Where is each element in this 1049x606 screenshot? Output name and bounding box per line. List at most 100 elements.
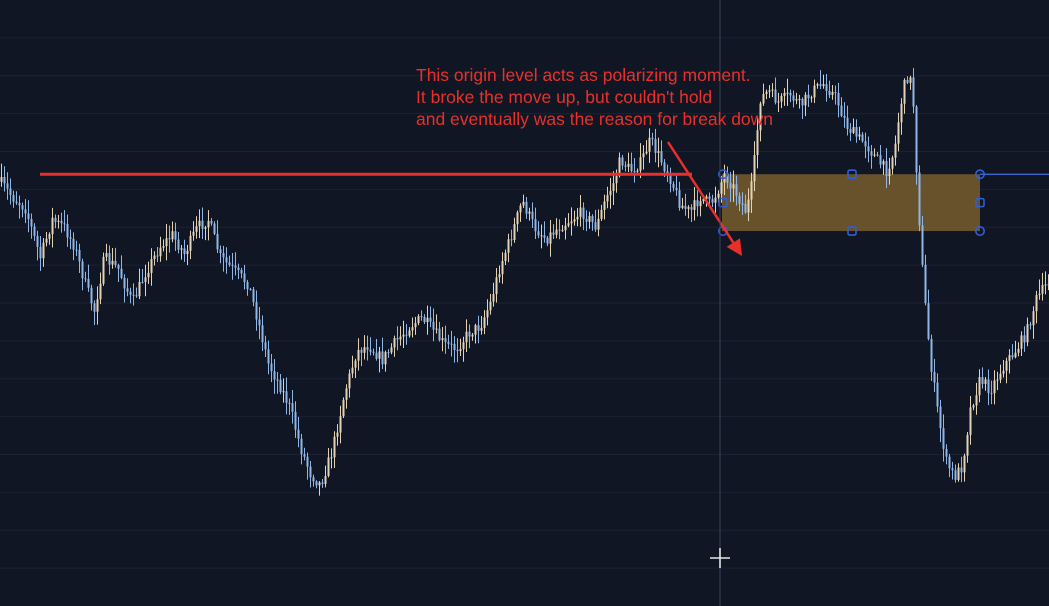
candle-body	[783, 92, 786, 96]
candle-body	[777, 101, 780, 103]
candle-body	[702, 198, 705, 202]
candle-body	[189, 235, 192, 251]
candle-body	[747, 199, 750, 213]
candle-body	[51, 217, 54, 235]
candle-body	[828, 90, 831, 95]
candle-body	[423, 317, 426, 323]
candle-body	[351, 367, 354, 374]
candle-body	[108, 253, 111, 265]
candle-body	[882, 161, 885, 165]
candle-body	[303, 454, 306, 457]
candle-body	[981, 377, 984, 384]
origin-zone[interactable]	[722, 174, 980, 232]
candle-body	[348, 373, 351, 389]
candle-body	[288, 402, 291, 404]
candle-body	[75, 249, 78, 251]
zone-handle	[847, 169, 857, 180]
candle-body	[420, 316, 423, 318]
candle-body	[207, 220, 210, 228]
candle-body	[738, 195, 741, 204]
candle-body	[261, 325, 264, 343]
candle-body	[759, 103, 762, 131]
candle-body	[786, 92, 789, 94]
candle-body	[636, 170, 639, 172]
candle-body	[549, 232, 552, 244]
zone-handle	[974, 169, 985, 180]
candle-body	[801, 98, 804, 106]
candle-body	[186, 250, 189, 255]
candle-body	[603, 201, 606, 210]
candle-body	[81, 261, 84, 279]
candle-body	[765, 91, 768, 94]
candle-body	[819, 84, 822, 86]
candle-body	[588, 216, 591, 222]
candle-body	[861, 134, 864, 142]
candle-body	[774, 89, 777, 103]
candle-body	[639, 157, 642, 171]
candle-body	[753, 155, 756, 182]
candle-body	[606, 195, 609, 202]
annotation-arrow	[666, 141, 742, 256]
candle-body	[843, 115, 846, 118]
candle-body	[534, 219, 537, 232]
candle-body	[66, 224, 69, 238]
candle-body	[570, 221, 573, 224]
candle-body	[468, 331, 471, 337]
zone-handle	[718, 197, 728, 208]
candle-body	[3, 177, 6, 184]
candle-body	[597, 218, 600, 230]
candle-body	[954, 470, 957, 480]
candle-body	[510, 239, 513, 241]
candle-body	[501, 261, 504, 275]
candle-body	[654, 138, 657, 153]
candle-body	[1026, 324, 1029, 343]
candle-body	[948, 456, 951, 469]
candle-body	[678, 190, 681, 208]
candle-body	[306, 456, 309, 467]
candle-body	[183, 248, 186, 255]
candle-body	[255, 301, 258, 320]
candle-body	[972, 405, 975, 408]
candle-body	[225, 257, 228, 263]
candle-body	[336, 432, 339, 437]
candle-body	[165, 238, 168, 247]
candle-body	[924, 264, 927, 304]
annotation-line-1: This origin level acts as polarizing mom…	[416, 65, 751, 85]
zone-rectangle	[722, 174, 980, 232]
candle-body	[417, 316, 420, 324]
candle-body	[522, 201, 525, 206]
candle-body	[675, 187, 678, 191]
candle-body	[171, 231, 174, 240]
candle-body	[378, 351, 381, 359]
candle-body	[279, 379, 282, 393]
candle-body	[408, 330, 411, 336]
candle-body	[612, 183, 615, 191]
candle-body	[33, 226, 36, 236]
candle-body	[681, 205, 684, 208]
candle-body	[609, 190, 612, 196]
candle-body	[720, 182, 723, 194]
candle-body	[36, 235, 39, 247]
candle-body	[687, 207, 690, 209]
candle-body	[555, 229, 558, 235]
candle-body	[462, 342, 465, 350]
candle-body	[582, 207, 585, 219]
candle-body	[456, 349, 459, 352]
candle-body	[708, 196, 711, 200]
candle-body	[69, 237, 72, 239]
candle-body	[780, 95, 783, 102]
candle-body	[240, 270, 243, 274]
candle-body	[297, 429, 300, 439]
candle-body	[432, 321, 435, 330]
candle-body	[258, 319, 261, 326]
candle-body	[159, 247, 162, 257]
candle-body	[831, 92, 834, 95]
candle-body	[246, 282, 249, 290]
candle-body	[750, 181, 753, 200]
candle-body	[6, 183, 9, 189]
candle-body	[105, 253, 108, 257]
candle-body	[807, 94, 810, 99]
candle-body	[204, 227, 207, 229]
candle-body	[18, 202, 21, 206]
